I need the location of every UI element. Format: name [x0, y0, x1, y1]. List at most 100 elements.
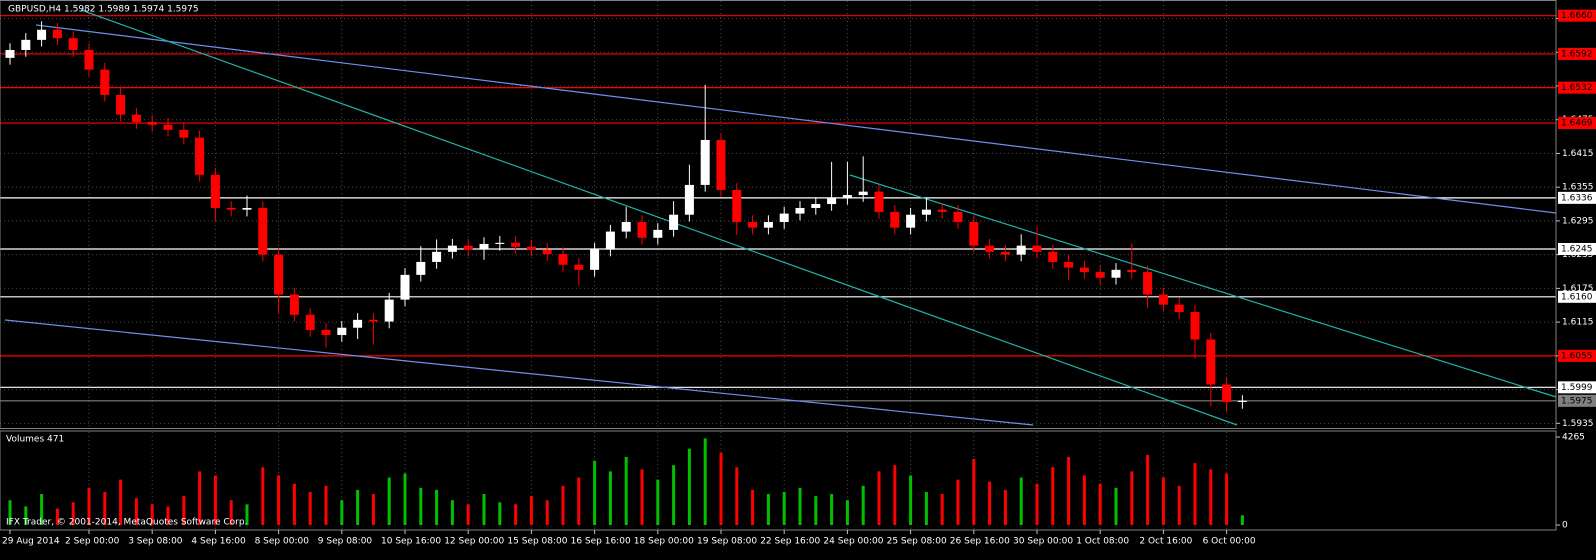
- volume-bar: [1035, 483, 1039, 525]
- candle-body: [748, 222, 758, 228]
- x-tick-label: 26 Sep 16:00: [950, 537, 1010, 547]
- level-label-box: [1558, 381, 1596, 394]
- volume-bar: [529, 496, 533, 525]
- volume-bar: [1003, 489, 1007, 525]
- volume-bar: [166, 506, 170, 525]
- x-tick-label: 3 Sep 08:00: [128, 537, 183, 547]
- candle-body: [953, 211, 963, 223]
- chart-title: GBPUSD,H4 1.5982 1.5989 1.5974 1.5975: [8, 5, 199, 15]
- volume-bar: [292, 483, 296, 525]
- volume-bar: [640, 469, 644, 525]
- volume-bar: [1067, 456, 1071, 525]
- level-label: 1.5975: [1561, 396, 1593, 406]
- candle-body: [1016, 245, 1026, 255]
- volume-bar: [1209, 469, 1213, 525]
- volume-bar: [877, 471, 881, 525]
- candle-body: [732, 189, 742, 223]
- volume-bar: [308, 491, 312, 525]
- volume-bar: [229, 500, 233, 525]
- candle-body: [684, 184, 694, 215]
- volume-bar: [972, 458, 976, 525]
- candle-body: [985, 245, 995, 252]
- volume-bar: [482, 494, 486, 525]
- volume-bar: [261, 467, 265, 525]
- volume-bar: [150, 504, 154, 525]
- volume-bar: [435, 489, 439, 525]
- candle-body: [590, 249, 600, 270]
- candle-body: [1048, 251, 1058, 262]
- level-label-box: [1558, 47, 1596, 60]
- y-tick-label: 1.6355: [1562, 183, 1594, 193]
- volume-bar: [213, 475, 217, 525]
- candle-body: [874, 191, 884, 212]
- volume-frame: [0, 430, 1557, 531]
- candle-body: [558, 254, 568, 265]
- x-tick-label: 8 Sep 00:00: [255, 537, 310, 547]
- level-label-box: [1558, 9, 1596, 22]
- candle-body: [84, 49, 94, 70]
- volume-bar: [119, 479, 123, 525]
- level-label: 1.6055: [1561, 351, 1593, 361]
- candle-body: [163, 124, 173, 130]
- candle-body: [795, 207, 805, 214]
- level-label: 1.6160: [1561, 292, 1593, 302]
- trendline: [4, 319, 1034, 426]
- volume-bar: [703, 438, 707, 525]
- level-layer: [0, 15, 1556, 402]
- candle-body: [1143, 272, 1153, 295]
- volume-bar: [450, 500, 454, 525]
- level-label-box: [1558, 81, 1596, 94]
- volume-bar: [893, 465, 897, 525]
- volume-bar: [798, 487, 802, 525]
- candle-body: [116, 94, 126, 115]
- x-tick-label: 12 Sep 00:00: [444, 537, 504, 547]
- volume-bar: [956, 479, 960, 525]
- level-label: 1.6336: [1561, 193, 1593, 203]
- level-label-box: [1558, 243, 1596, 256]
- candle-body: [842, 195, 852, 198]
- volume-bar: [245, 504, 249, 525]
- level-label: 1.6660: [1561, 11, 1593, 21]
- volume-bar: [1098, 483, 1102, 525]
- candle-body: [321, 329, 331, 336]
- candle-body: [37, 29, 47, 40]
- candle-body: [100, 69, 110, 95]
- candle-body: [1174, 304, 1184, 312]
- candle-body: [274, 254, 284, 295]
- volume-bar: [134, 498, 138, 525]
- candle-body: [890, 211, 900, 228]
- candle-body: [637, 222, 647, 238]
- candle-body: [226, 207, 236, 210]
- candle-layer: [5, 21, 1247, 525]
- x-tick-label: 4 Sep 16:00: [191, 537, 246, 547]
- volume-bar: [1114, 487, 1118, 525]
- candle-body: [1190, 311, 1200, 340]
- volume-bar: [845, 500, 849, 525]
- volume-bar: [55, 508, 59, 525]
- x-tick-label: 19 Sep 08:00: [697, 537, 757, 547]
- candle-body: [305, 314, 315, 330]
- volume-bar: [561, 485, 565, 525]
- trendlines: [4, 9, 1557, 426]
- volume-bar: [40, 494, 44, 525]
- volume-title: Volumes 471: [6, 435, 64, 445]
- level-label-box: [1558, 290, 1596, 303]
- volume-bar: [466, 504, 470, 525]
- trendline: [80, 9, 1238, 426]
- volume-bar: [830, 494, 834, 525]
- candle-body: [1064, 261, 1074, 268]
- candle-body: [210, 174, 220, 208]
- candle-body: [463, 245, 473, 250]
- volume-bar: [593, 461, 597, 525]
- volume-bar: [1193, 463, 1197, 525]
- volume-bar: [24, 506, 28, 525]
- candle-body: [906, 214, 916, 228]
- candle-body: [289, 294, 299, 315]
- candle-body: [258, 207, 268, 255]
- volume-bar: [403, 473, 407, 525]
- x-tick-label: 2 Sep 00:00: [65, 537, 120, 547]
- candle-body: [511, 242, 521, 247]
- volume-bar: [419, 487, 423, 525]
- candle-body: [542, 249, 552, 255]
- trendline: [849, 174, 1557, 398]
